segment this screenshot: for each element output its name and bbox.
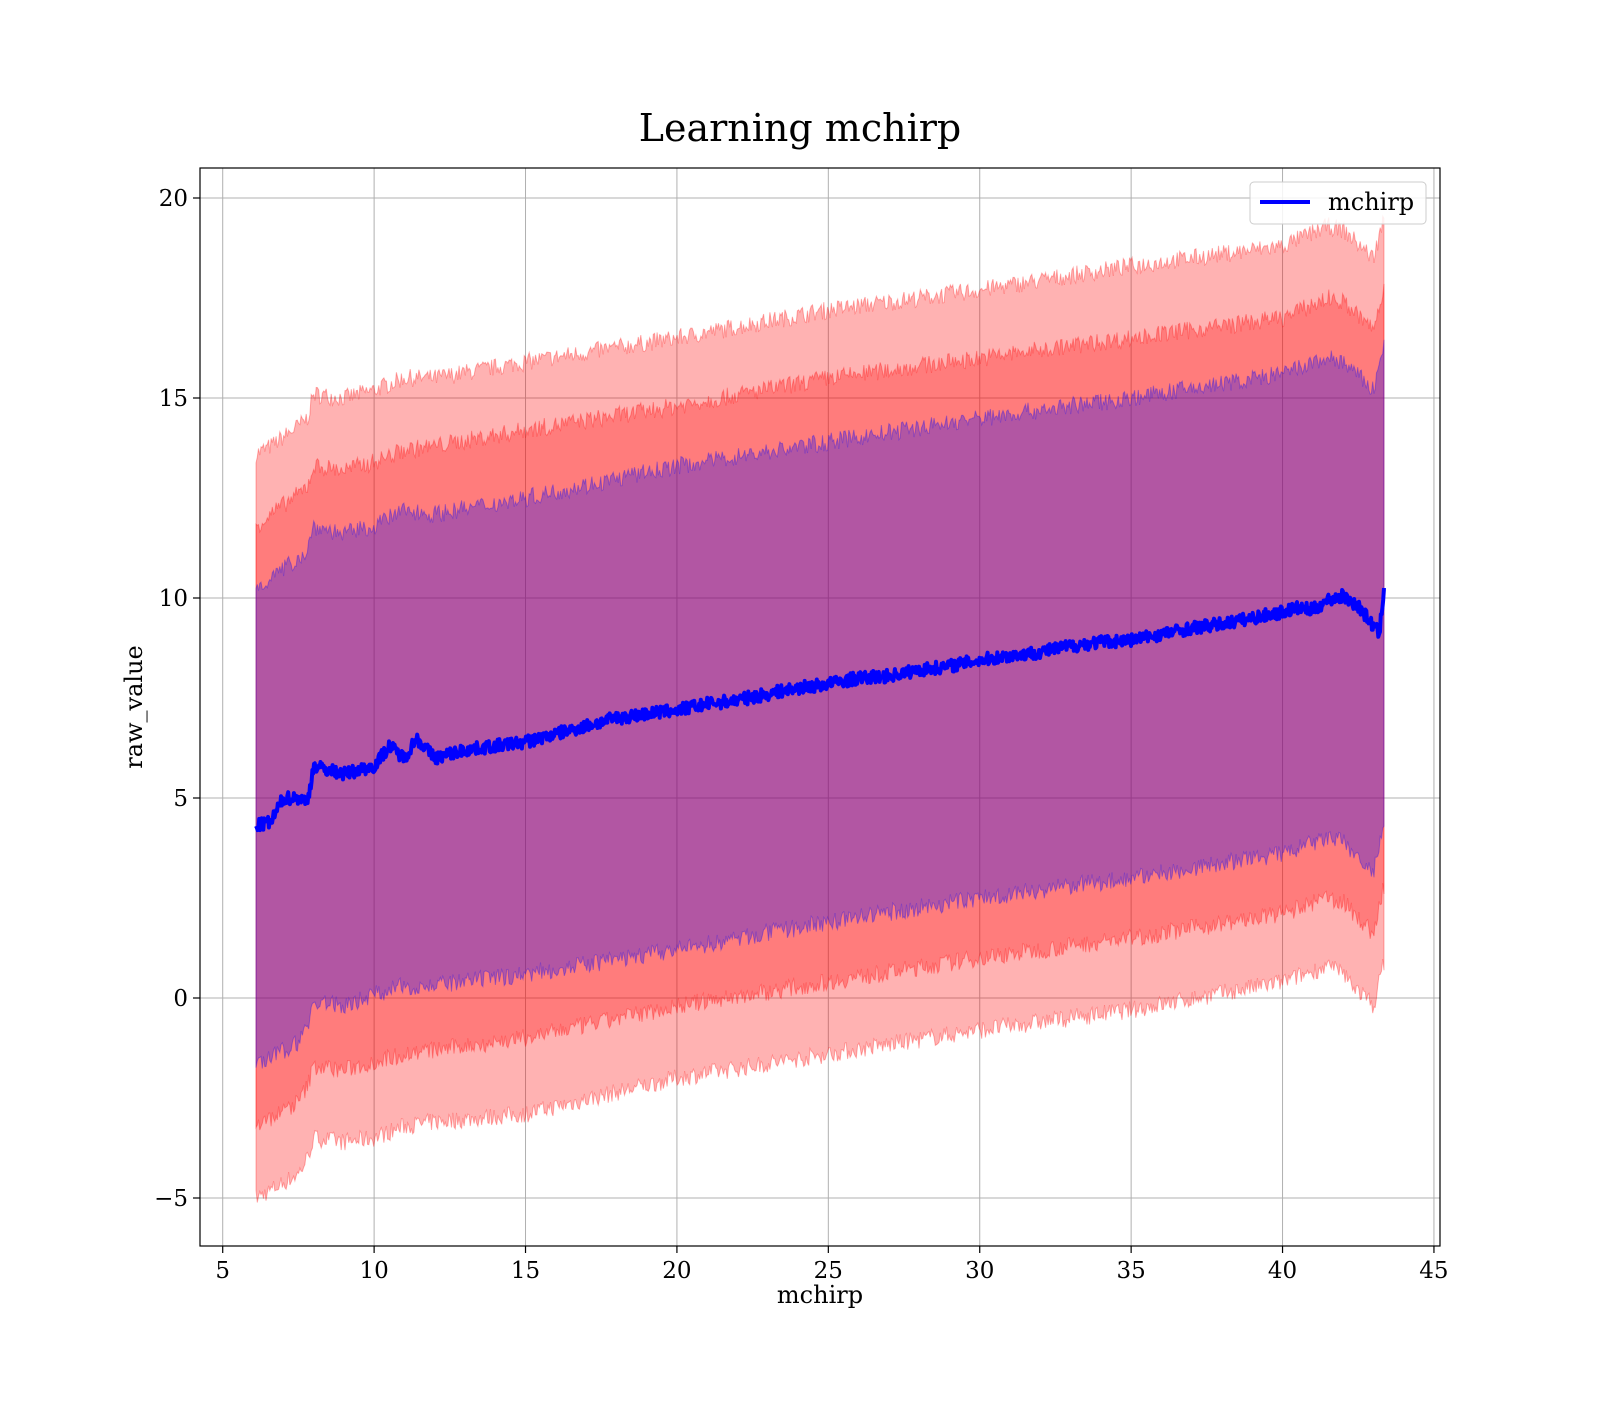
x-tick-label: 35	[1116, 1258, 1145, 1284]
plot-frame	[199, 167, 1441, 1247]
y-tick-label: −5	[154, 1186, 188, 1212]
y-tick-label: 5	[173, 786, 188, 812]
x-axis-label: mchirp	[777, 1281, 863, 1309]
band-0	[255, 214, 1385, 1203]
chart-title: Learning mchirp	[639, 106, 961, 150]
uncertainty-bands	[255, 214, 1385, 1203]
y-tick-label: 20	[159, 186, 188, 212]
x-tick-label: 40	[1268, 1258, 1297, 1284]
x-tick-label: 20	[662, 1258, 691, 1284]
y-tick-label: 10	[159, 586, 188, 612]
x-tick-label: 25	[814, 1258, 843, 1284]
grid	[200, 168, 1440, 1246]
legend[interactable]: mchirp	[1249, 181, 1427, 225]
band-1	[255, 283, 1385, 1131]
y-axis-label: raw_value	[120, 645, 148, 769]
series-lines	[254, 587, 1386, 833]
y-tick-label: 0	[173, 986, 188, 1012]
x-axis-ticks: 5 10 15 20 25 30 35 40 45	[215, 1246, 1449, 1284]
x-tick-label: 5	[215, 1258, 230, 1284]
y-tick-label: 15	[159, 386, 188, 412]
x-tick-label: 15	[511, 1258, 540, 1284]
series-line-mchirp	[254, 587, 1386, 833]
legend-label-mchirp: mchirp	[1328, 188, 1414, 216]
y-axis-ticks: −5 0 5 10 15 20	[154, 186, 200, 1212]
x-tick-label: 45	[1419, 1258, 1448, 1284]
legend-box	[1249, 181, 1427, 225]
x-tick-label: 30	[965, 1258, 994, 1284]
plot-background	[200, 168, 1440, 1246]
band-2	[255, 339, 1385, 1069]
plot-area	[199, 167, 1441, 1247]
x-tick-label: 10	[359, 1258, 388, 1284]
